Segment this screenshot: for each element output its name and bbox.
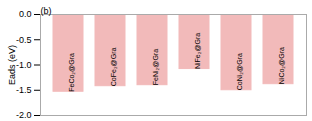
svg-text:-0.5: -0.5 (16, 35, 32, 45)
svg-text:CoNi₂@Gra: CoNi₂@Gra (236, 53, 243, 90)
svg-text:NiFe₂@Gra: NiFe₂@Gra (194, 33, 201, 69)
svg-text:Eads (eV): Eads (eV) (7, 45, 17, 85)
svg-text:-1.5: -1.5 (16, 85, 32, 95)
svg-text:FeCo₂@Gra: FeCo₂@Gra (68, 53, 75, 92)
svg-text:-1.0: -1.0 (16, 60, 32, 70)
svg-text:-2.0: -2.0 (16, 110, 32, 120)
svg-text:NiCo₂@Gra: NiCo₂@Gra (278, 47, 285, 84)
svg-text:(b): (b) (41, 6, 52, 16)
svg-text:CoFe₂@Gra: CoFe₂@Gra (110, 47, 117, 86)
svg-text:0.0: 0.0 (19, 9, 32, 19)
svg-text:FeNi₂@Gra: FeNi₂@Gra (152, 49, 159, 85)
